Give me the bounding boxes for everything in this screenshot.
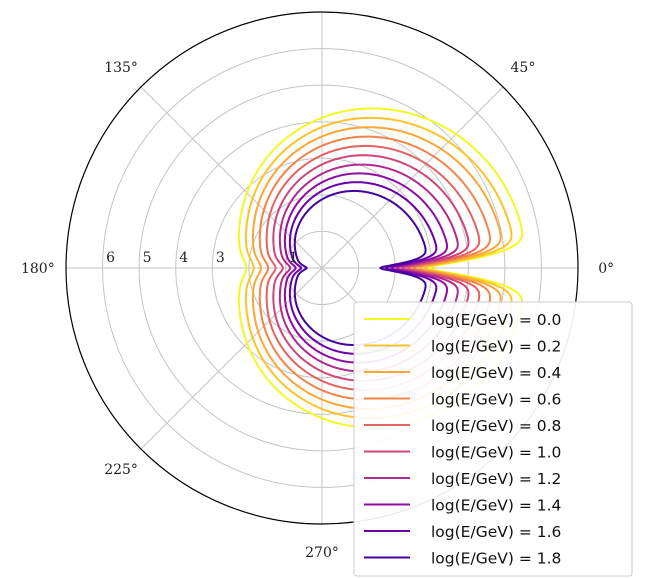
series-curve	[283, 172, 448, 364]
series-curve	[237, 107, 524, 429]
theta-tick-labels: 0° 45° 135° 180° 225° 270°	[21, 60, 614, 561]
legend-label: log(E/GeV) = 0.6	[431, 391, 561, 409]
theta-tick-label: 45°	[511, 60, 536, 76]
theta-tick-label: 270°	[305, 545, 339, 561]
series-curve	[244, 116, 513, 420]
series-curve	[251, 126, 502, 410]
legend-label: log(E/GeV) = 0.2	[431, 338, 561, 356]
legend-label: log(E/GeV) = 0.8	[431, 417, 561, 435]
legend-label: log(E/GeV) = 1.0	[431, 444, 561, 462]
r-tick-label: 1	[289, 250, 298, 266]
legend-label: log(E/GeV) = 1.2	[431, 470, 561, 488]
series-curves	[237, 107, 524, 429]
r-tick-label: 5	[143, 250, 152, 266]
legend: log(E/GeV) = 0.0 log(E/GeV) = 0.2 log(E/Ge…	[353, 301, 633, 577]
polar-frame	[65, 11, 579, 525]
legend-label: log(E/GeV) = 1.4	[431, 497, 561, 515]
r-tick-label: 3	[216, 250, 225, 266]
series-curve	[288, 181, 438, 355]
series-curve	[293, 189, 427, 347]
legend-label: log(E/GeV) = 0.4	[431, 364, 561, 382]
legend-box	[353, 301, 633, 577]
theta-tick-label: 0°	[598, 261, 614, 277]
legend-label: log(E/GeV) = 1.8	[431, 550, 561, 568]
theta-grid-line	[140, 267, 323, 450]
r-tick-labels: 1 3 4 5 6	[106, 250, 298, 266]
series-curve	[265, 144, 481, 392]
series-curve	[272, 154, 470, 382]
polar-grid	[66, 12, 578, 524]
series-curve	[278, 163, 459, 373]
r-tick-label: 4	[179, 250, 188, 266]
r-tick-label: 6	[106, 250, 115, 266]
series-curve	[258, 135, 491, 401]
theta-tick-label: 180°	[21, 261, 55, 277]
legend-label: log(E/GeV) = 0.0	[431, 311, 561, 329]
theta-tick-label: 135°	[104, 60, 138, 76]
theta-grid-line	[321, 86, 504, 269]
theta-tick-label: 225°	[104, 462, 138, 478]
theta-grid-line	[140, 86, 323, 269]
legend-label: log(E/GeV) = 1.6	[431, 523, 561, 541]
